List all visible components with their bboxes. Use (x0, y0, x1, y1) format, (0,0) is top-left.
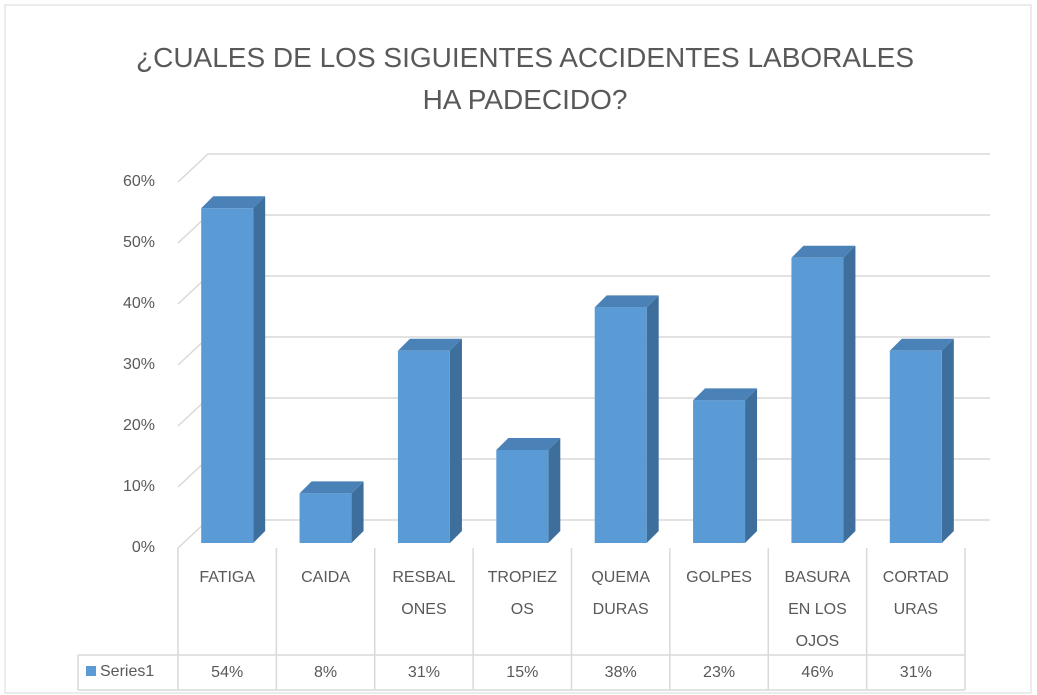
bar-side (548, 438, 561, 543)
value-label: 23% (703, 664, 735, 681)
bar-top (693, 388, 758, 401)
bar-top (791, 245, 856, 258)
chart-border (4, 4, 1032, 694)
bar-top (496, 438, 561, 450)
y-tick-label: 30% (123, 356, 155, 373)
bar-side (449, 338, 462, 543)
value-label: 38% (605, 664, 637, 681)
value-label: 31% (900, 664, 932, 681)
value-label: 54% (211, 664, 243, 681)
x-tick-label: TROPIEZ OS (488, 569, 558, 618)
y-tick-label: 20% (123, 417, 155, 434)
value-label: 46% (801, 664, 833, 681)
bar-top (201, 196, 266, 209)
bar (889, 350, 942, 543)
x-tick-label: FATIGA (199, 569, 255, 586)
x-tick-label: RESBAL ONES (392, 569, 455, 618)
value-label: 15% (506, 664, 538, 681)
bar-top (397, 338, 462, 351)
bar-top (299, 481, 364, 494)
legend-label: Series1 (100, 663, 154, 680)
x-tick-label: CORTAD URAS (883, 569, 949, 618)
y-tick-label: 40% (123, 295, 155, 312)
bar (397, 350, 450, 543)
y-tick-label: 60% (123, 173, 155, 190)
value-label: 31% (408, 664, 440, 681)
x-tick-label: GOLPES (686, 569, 752, 586)
bar (496, 450, 549, 543)
x-tick-label: QUEMA DURAS (591, 569, 650, 618)
grid-line (177, 153, 990, 183)
bar (594, 307, 647, 543)
bar-side (941, 338, 954, 543)
bar-top (889, 338, 954, 351)
bar-side (351, 481, 364, 543)
bar (299, 493, 352, 543)
y-tick-label: 0% (132, 539, 155, 556)
x-tick-label: CAIDA (301, 569, 350, 586)
bar (201, 208, 254, 543)
y-tick-label: 50% (123, 234, 155, 251)
bar (791, 257, 844, 543)
x-tick-label: BASURA EN LOS OJOS (785, 569, 851, 650)
value-label: 8% (314, 664, 337, 681)
bar (693, 400, 746, 543)
bar-top (594, 295, 659, 308)
bar-side (646, 295, 659, 543)
bar-side (745, 388, 758, 543)
bar-side (843, 245, 856, 544)
y-tick-label: 10% (123, 478, 155, 495)
legend-key (86, 666, 96, 676)
chart-title: ¿CUALES DE LOS SIGUIENTES ACCIDENTES LAB… (136, 42, 914, 115)
bar-side (253, 196, 266, 543)
